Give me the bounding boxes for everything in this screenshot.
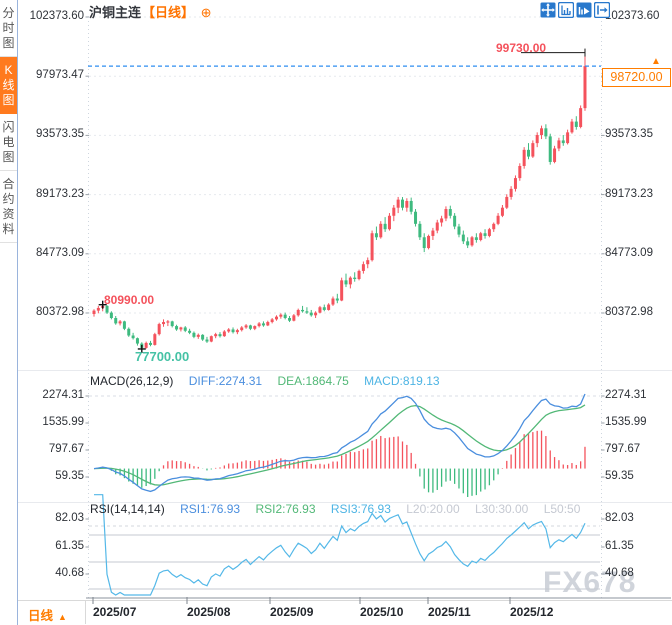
rsi-l20-value: L20:20.00 (406, 502, 460, 516)
chart-toolbar (540, 1, 611, 19)
macd-name: MACD(26,12,9) (90, 374, 174, 388)
sidebar-item-lightning-chart[interactable]: 闪电图 (0, 114, 17, 171)
rsi-l30-value: L30:30.00 (474, 502, 529, 516)
exit-right-icon[interactable] (593, 1, 611, 19)
circle-plus-icon[interactable]: ⊕ (200, 5, 212, 20)
period-title: 【日线】 (142, 5, 195, 20)
sidebar-item-time-chart[interactable]: 分时图 (0, 0, 17, 57)
axis-scale-icon[interactable] (557, 1, 575, 19)
rsi-name: RSI(14,14,14) (90, 502, 165, 516)
macd-dea-value: DEA:1864.75 (277, 374, 349, 388)
rsi-label-row: RSI(14,14,14) RSI1:76.93 RSI2:76.93 RSI3… (90, 502, 592, 516)
chart-playback-icon[interactable] (576, 2, 592, 18)
macd-diff-value: DIFF:2274.31 (188, 374, 263, 388)
last-price-badge: 98720.00 (602, 68, 671, 87)
watermark: FX678 (543, 566, 637, 599)
macd-label-row: MACD(26,12,9) DIFF:2274.31 DEA:1864.75 M… (90, 374, 452, 388)
rsi1-value: RSI1:76.93 (180, 502, 241, 516)
rsi3-value: RSI3:76.93 (330, 502, 391, 516)
swing-low-annotation: 77700.00 (135, 349, 190, 364)
pan-icon[interactable] (540, 2, 556, 18)
swing-high-annotation: 80990.00 (104, 293, 155, 307)
symbol-title: 沪铜主连 (89, 5, 142, 20)
sidebar: 分时图 K线图 闪电图 合约资料 (0, 0, 18, 625)
rsi2-value: RSI2:76.93 (255, 502, 316, 516)
period-selector-label: 日线 (28, 609, 54, 623)
sidebar-item-kline-chart[interactable]: K线图 (0, 57, 17, 114)
macd-macd-value: MACD:819.13 (364, 374, 440, 388)
rsi-l50-value: L50:50 (543, 502, 581, 516)
sidebar-item-contract-info[interactable]: 合约资料 (0, 171, 17, 243)
triangle-up-icon: ▲ (58, 612, 67, 622)
chart-header: 沪铜主连【日线】 ⊕ (89, 2, 212, 21)
price-up-arrow-icon: ▲ (651, 56, 661, 67)
high-price-annotation: 99730.00 (496, 41, 547, 55)
period-selector[interactable]: 日线 ▲ (28, 605, 67, 624)
